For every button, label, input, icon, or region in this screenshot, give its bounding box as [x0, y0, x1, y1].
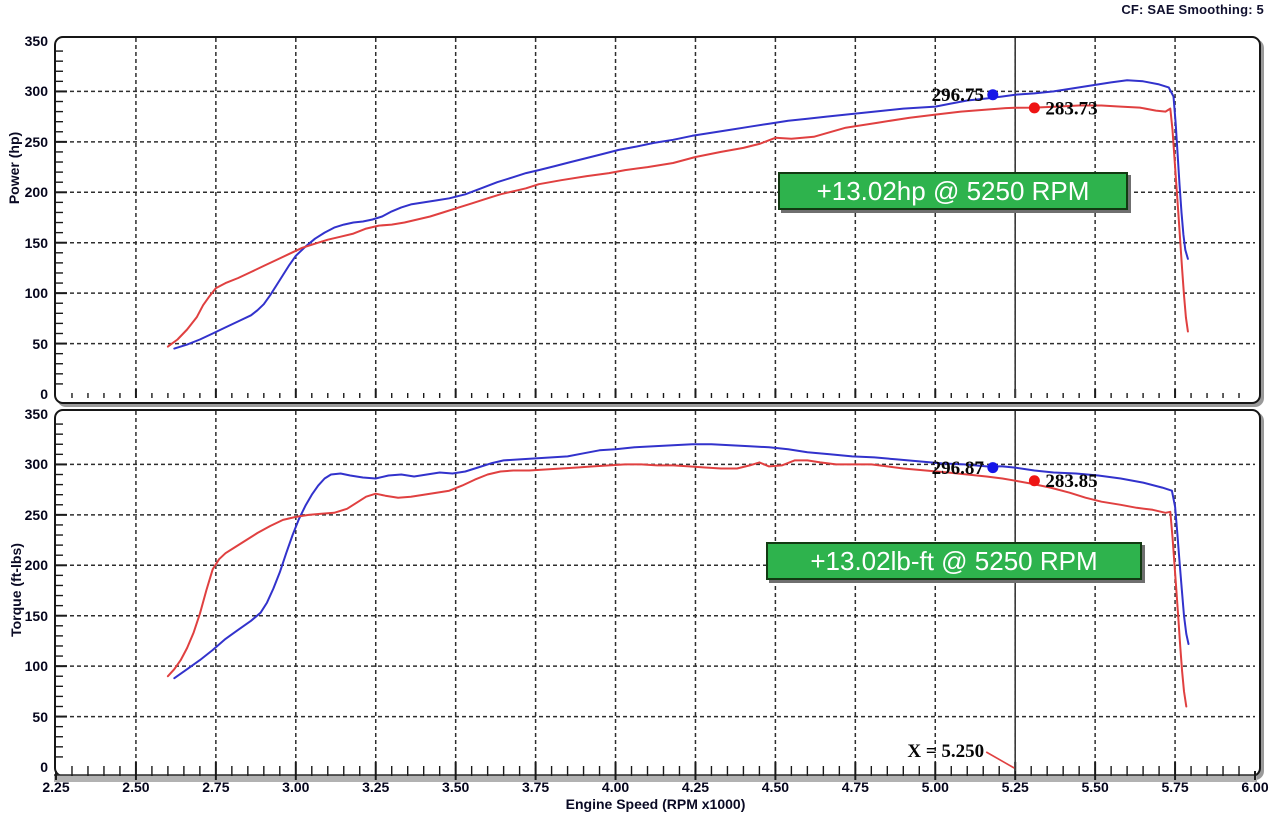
y-tick-label: 150 — [24, 234, 48, 251]
cursor-marker-dot — [987, 462, 999, 474]
y-tick-label: 50 — [32, 335, 48, 352]
y-tick-label: 0 — [40, 386, 48, 402]
cursor-marker-value: 283.85 — [1045, 471, 1097, 492]
y-tick-label: 350 — [24, 33, 48, 49]
x-axis-title: Engine Speed (RPM x1000) — [565, 796, 746, 812]
x-tick-label: 5.75 — [1161, 779, 1189, 795]
x-tick-label: 5.00 — [921, 779, 949, 795]
x-tick-label: 3.00 — [282, 779, 310, 795]
y-tick-label: 300 — [24, 456, 48, 473]
cursor-x-value-label: X = 5.250 — [907, 741, 984, 762]
torque-chart-canvas[interactable]: 296.87 283.85 X = 5.250 — [56, 411, 1255, 771]
x-tick-label: 5.50 — [1081, 779, 1109, 795]
x-tick-label: 2.50 — [122, 779, 150, 795]
y-tick-label: 300 — [24, 83, 48, 100]
x-tick-label: 4.50 — [761, 779, 790, 795]
cursor-label-leader-line — [985, 751, 1015, 769]
y-tick-label: 250 — [24, 133, 48, 150]
x-tick-label: 4.25 — [681, 779, 710, 795]
x-tick-label: 2.75 — [202, 779, 230, 795]
y-tick-label: 100 — [24, 285, 48, 302]
y-tick-label: 0 — [40, 759, 48, 775]
y-tick-label: 250 — [24, 506, 48, 523]
correction-factor-label: CF: SAE Smoothing: 5 — [1121, 2, 1264, 17]
x-tick-label: 3.50 — [442, 779, 470, 795]
cursor-marker-value: 296.75 — [932, 85, 984, 106]
y-tick-label: 100 — [24, 658, 48, 675]
cursor-marker-dot — [987, 89, 999, 101]
y-tick-label: 50 — [32, 708, 48, 725]
cursor-marker-value: 283.73 — [1045, 98, 1097, 119]
x-tick-label: 4.75 — [841, 779, 869, 795]
x-tick-label: 6.00 — [1241, 779, 1269, 795]
torque-chart-plot-area[interactable]: 296.87 283.85 X = 5.250 +13.02lb-ft @ 5250… — [54, 409, 1261, 777]
cursor-marker-value: 296.87 — [932, 458, 985, 479]
x-tick-label: 2.25 — [42, 779, 70, 795]
torque-gain-annotation: +13.02lb-ft @ 5250 RPM — [766, 542, 1142, 580]
x-tick-label: 3.75 — [521, 779, 550, 795]
y-tick-label: 200 — [24, 557, 48, 574]
x-tick-label: 3.25 — [362, 779, 390, 795]
power-curve-run-red — [166, 104, 1189, 348]
cursor-marker-dot — [1028, 475, 1040, 487]
power-curve-run-blue — [173, 79, 1189, 350]
x-axis-bar-face — [54, 775, 1257, 782]
power-chart-canvas[interactable]: 296.75 283.73 — [56, 38, 1255, 398]
torque-curve-run-red — [166, 459, 1188, 708]
y-tick-label: 150 — [24, 607, 48, 624]
torque-curve-run-blue — [173, 443, 1190, 680]
y-tick-label: 200 — [24, 184, 48, 201]
y-tick-label: 350 — [24, 406, 48, 422]
power-chart-plot-area[interactable]: 296.75 283.73 +13.02hp @ 5250 RPM — [54, 36, 1261, 404]
cursor-marker-dot — [1028, 102, 1040, 114]
x-tick-label: 5.25 — [1001, 779, 1029, 795]
power-gain-annotation: +13.02hp @ 5250 RPM — [778, 172, 1128, 210]
x-axis-bar — [54, 771, 1257, 782]
x-tick-label: 4.00 — [601, 779, 630, 795]
